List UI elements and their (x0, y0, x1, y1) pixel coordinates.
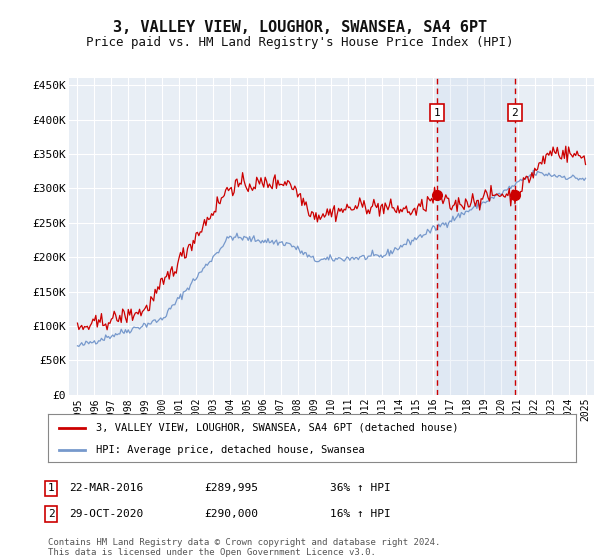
Text: 2: 2 (47, 509, 55, 519)
Text: 36% ↑ HPI: 36% ↑ HPI (330, 483, 391, 493)
Text: Contains HM Land Registry data © Crown copyright and database right 2024.
This d: Contains HM Land Registry data © Crown c… (48, 538, 440, 557)
Text: 1: 1 (47, 483, 55, 493)
Text: 16% ↑ HPI: 16% ↑ HPI (330, 509, 391, 519)
Text: 2: 2 (512, 108, 518, 118)
Bar (437, 78, 515, 395)
Text: £289,995: £289,995 (204, 483, 258, 493)
Text: £290,000: £290,000 (204, 509, 258, 519)
Text: HPI: Average price, detached house, Swansea: HPI: Average price, detached house, Swan… (95, 445, 364, 455)
Text: 1: 1 (433, 108, 440, 118)
Text: Price paid vs. HM Land Registry's House Price Index (HPI): Price paid vs. HM Land Registry's House … (86, 36, 514, 49)
Text: 3, VALLEY VIEW, LOUGHOR, SWANSEA, SA4 6PT (detached house): 3, VALLEY VIEW, LOUGHOR, SWANSEA, SA4 6P… (95, 423, 458, 433)
Text: 29-OCT-2020: 29-OCT-2020 (69, 509, 143, 519)
Text: 3, VALLEY VIEW, LOUGHOR, SWANSEA, SA4 6PT: 3, VALLEY VIEW, LOUGHOR, SWANSEA, SA4 6P… (113, 20, 487, 35)
Text: 22-MAR-2016: 22-MAR-2016 (69, 483, 143, 493)
